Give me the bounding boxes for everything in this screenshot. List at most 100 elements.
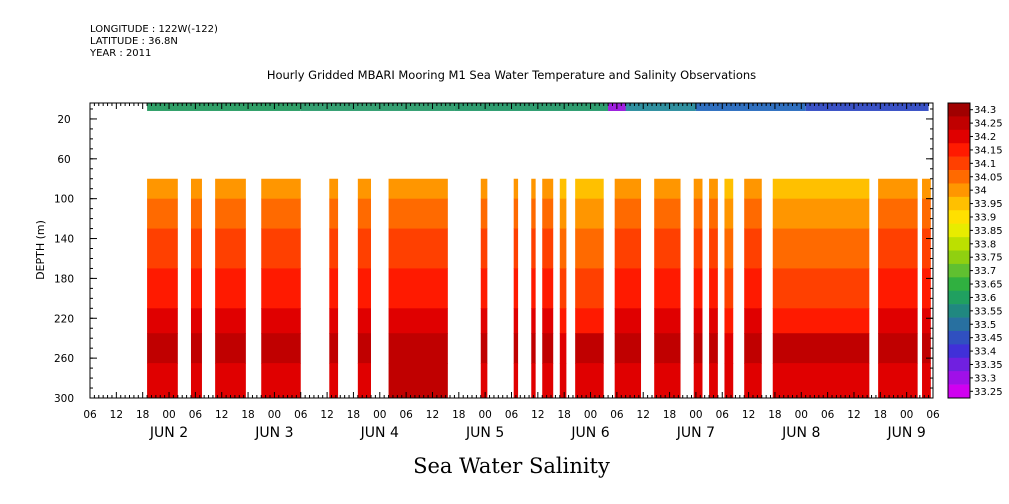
x-tick-label: 06 — [926, 409, 940, 421]
data-cell — [388, 333, 448, 364]
data-cell — [480, 178, 488, 200]
data-cell — [744, 178, 762, 200]
x-tick-label: 12 — [320, 409, 333, 421]
data-cell — [513, 228, 519, 269]
data-cell — [654, 363, 681, 399]
colorbar-label: 33.9 — [974, 212, 996, 223]
colorbar-swatch — [948, 263, 970, 278]
data-column — [709, 178, 718, 399]
x-tick-label: 00 — [162, 409, 175, 421]
x-tick-label: 18 — [768, 409, 781, 421]
x-tick-label: 18 — [452, 409, 465, 421]
y-axis-title: DEPTH (m) — [34, 220, 47, 280]
data-cell — [922, 198, 931, 230]
data-cell — [559, 178, 567, 200]
x-tick-label: 18 — [347, 409, 360, 421]
colorbar-label: 33.4 — [974, 347, 996, 358]
data-cell — [531, 228, 536, 269]
data-cell — [724, 363, 734, 399]
x-tick-label: 00 — [795, 409, 808, 421]
data-cell — [388, 178, 448, 200]
data-cell — [693, 178, 703, 200]
x-tick-label: 06 — [716, 409, 730, 421]
data-cell — [480, 363, 488, 399]
data-column — [357, 178, 371, 399]
data-cell — [772, 363, 870, 399]
data-cell — [614, 178, 642, 200]
x-tick-label: 00 — [268, 409, 281, 421]
data-cell — [542, 333, 554, 364]
colorbar-frame — [947, 102, 971, 399]
data-cell — [190, 363, 202, 399]
data-cell — [878, 178, 918, 200]
colorbar-label: 34 — [974, 186, 987, 197]
data-cell — [531, 308, 536, 334]
y-tick-label: 20 — [57, 114, 70, 126]
data-cell — [542, 308, 554, 334]
data-cell — [190, 178, 202, 200]
data-cell — [261, 333, 301, 364]
data-cell — [878, 198, 918, 230]
x-tick-label: 18 — [241, 409, 254, 421]
data-cell — [357, 363, 371, 399]
data-cell — [878, 228, 918, 269]
data-cell — [744, 333, 762, 364]
data-cell — [693, 363, 703, 399]
data-cell — [261, 198, 301, 230]
y-tick-label: 220 — [54, 313, 74, 325]
colorbar-label: 34.2 — [974, 132, 996, 143]
colorbar-swatch — [948, 290, 970, 305]
data-cell — [693, 333, 703, 364]
x-tick-label: 00 — [478, 409, 491, 421]
data-cell — [542, 268, 554, 309]
data-cell — [531, 178, 536, 200]
colorbar-label: 33.95 — [974, 199, 1003, 210]
x-tick-label: 18 — [663, 409, 676, 421]
data-column — [878, 178, 918, 399]
data-cell — [559, 268, 567, 309]
data-cell — [654, 268, 681, 309]
data-cell — [147, 363, 178, 399]
colorbar-label: 33.5 — [974, 320, 996, 331]
data-cell — [215, 308, 246, 334]
colorbar-swatch — [948, 223, 970, 238]
data-cell — [531, 363, 536, 399]
surface-band-segment — [805, 103, 929, 111]
data-cell — [513, 178, 519, 200]
data-cell — [772, 333, 870, 364]
data-cell — [614, 363, 642, 399]
data-cell — [147, 308, 178, 334]
surface-band-segment — [454, 103, 609, 111]
data-cell — [147, 333, 178, 364]
data-cell — [724, 333, 734, 364]
x-tick-label: 06 — [505, 409, 519, 421]
data-cell — [480, 308, 488, 334]
data-cell — [724, 228, 734, 269]
data-cell — [744, 308, 762, 334]
x-tick-label: 00 — [584, 409, 597, 421]
data-cell — [513, 268, 519, 309]
data-cell — [357, 178, 371, 200]
data-cell — [480, 198, 488, 230]
colorbar-swatch — [948, 237, 970, 251]
data-cell — [190, 198, 202, 230]
data-cell — [261, 178, 301, 200]
colorbar-label: 33.75 — [974, 253, 1003, 264]
data-cell — [329, 333, 339, 364]
colorbar-swatch — [948, 183, 970, 198]
x-day-label: JUN 7 — [676, 425, 715, 441]
data-cell — [215, 198, 246, 230]
x-tick-label: 12 — [742, 409, 755, 421]
data-cell — [575, 308, 604, 334]
colorbar-swatch — [948, 371, 970, 385]
x-tick-label: 06 — [821, 409, 835, 421]
x-tick-label: 00 — [689, 409, 702, 421]
plot-area — [90, 103, 933, 399]
data-column — [542, 178, 554, 399]
data-cell — [614, 333, 642, 364]
y-tick-label: 100 — [54, 194, 74, 206]
data-cell — [878, 363, 918, 399]
x-tick-label: 06 — [610, 409, 624, 421]
y-tick-label: 260 — [54, 353, 74, 365]
x-tick-label: 06 — [83, 409, 97, 421]
